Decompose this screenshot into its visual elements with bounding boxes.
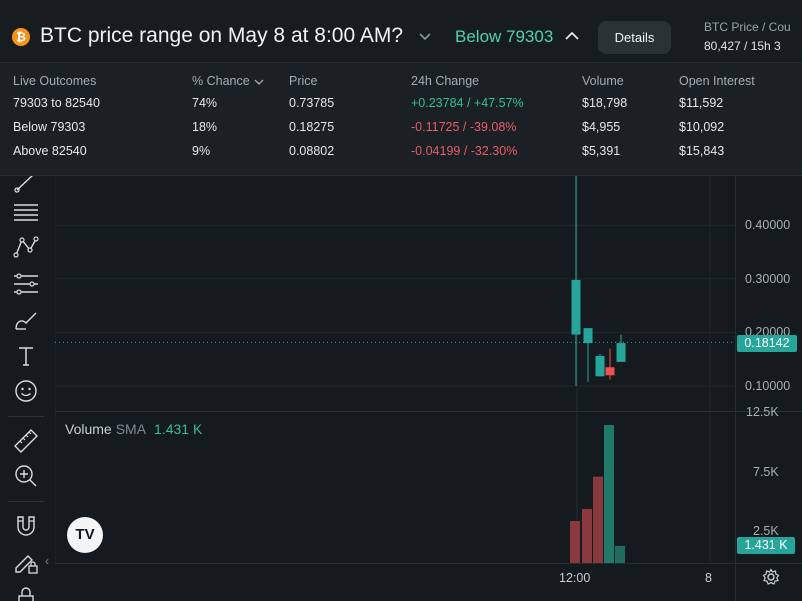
volume-legend-value: 1.431 K [154, 421, 203, 437]
outcome-name: 79303 to 82540 [13, 96, 100, 110]
outcome-chance: 18% [192, 120, 218, 134]
emoji-icon[interactable] [12, 377, 40, 405]
outcome-name: Above 82540 [13, 144, 87, 158]
details-button[interactable]: Details [598, 21, 671, 54]
volume-axis-label: 7.5K [753, 465, 779, 479]
btc-price-value: 80,427 / 15h 3 [704, 39, 781, 53]
volume-legend-indicator: SMA [115, 421, 147, 437]
volume-axis-label: 12.5K [746, 405, 779, 419]
time-axis-label: 8 [705, 571, 712, 585]
tradingview-logo[interactable]: TV [67, 517, 103, 553]
column-header-chance-label: % Chance [192, 74, 250, 88]
market-header: ₿ BTC price range on May 8 at 8:00 AM? B… [0, 0, 802, 70]
chart-canvas[interactable] [55, 176, 802, 601]
outcome-selector[interactable]: Below 79303 [455, 27, 554, 46]
column-header-price: Price [289, 74, 318, 88]
price-chart[interactable] [55, 176, 802, 601]
current-volume-tag: 1.431 K [737, 537, 795, 554]
magnet-icon[interactable] [12, 512, 40, 540]
volume-bar [570, 521, 580, 563]
collapse-toolbar-icon[interactable]: ‹ [45, 554, 49, 568]
candle-body [571, 279, 581, 335]
outcome-volume: $18,798 [582, 96, 628, 110]
candle-body [616, 343, 626, 362]
outcomes-table: Live Outcomes % Chance Price 24h Change … [0, 71, 802, 163]
volume-legend[interactable]: Volume SMA 1.431 K [65, 421, 202, 437]
bitcoin-icon: ₿ [12, 28, 30, 46]
volume-bar [615, 545, 625, 563]
outcome-open-interest: $10,092 [679, 120, 725, 134]
outcomes-dropdown-panel: Live Outcomes % Chance Price 24h Change … [0, 62, 802, 176]
time-axis-label: 12:00 [559, 571, 591, 585]
outcome-name: Below 79303 [13, 120, 86, 134]
column-header-chance[interactable]: % Chance [192, 71, 289, 91]
btc-price-label: BTC Price / Cou [704, 20, 791, 34]
column-header-open-interest: Open Interest [679, 74, 755, 88]
outcome-open-interest: $11,592 [679, 96, 724, 110]
table-row[interactable]: 79303 to 82540 74% 0.73785 +0.23784 / +4… [0, 91, 802, 115]
price-axis-label: 0.10000 [745, 379, 791, 393]
outcome-change: -0.04199 / -32.30% [411, 144, 518, 158]
outcome-open-interest: $15,843 [679, 144, 725, 158]
volume-bar [582, 509, 592, 563]
lock-icon[interactable] [12, 584, 40, 601]
volume-bar [604, 425, 614, 563]
outcome-price: 0.08802 [289, 144, 335, 158]
pattern-tool-icon[interactable] [12, 233, 40, 261]
price-axis-label: 0.30000 [745, 272, 791, 286]
gear-icon[interactable] [762, 568, 780, 586]
fib-tool-icon[interactable] [12, 270, 40, 298]
candle-body [595, 355, 605, 377]
horizontal-lines-icon[interactable] [12, 198, 40, 226]
outcome-chance: 74% [192, 96, 218, 110]
chevron-down-icon[interactable] [415, 26, 435, 46]
price-axis-label: 0.40000 [745, 218, 791, 232]
column-header-change: 24h Change [411, 74, 480, 88]
text-tool-icon[interactable] [12, 342, 40, 370]
column-header-volume: Volume [582, 74, 624, 88]
ruler-icon[interactable] [12, 427, 40, 455]
toolbar-divider [8, 416, 44, 417]
outcome-volume: $4,955 [582, 120, 621, 134]
zoom-in-icon[interactable] [12, 462, 40, 490]
sort-chevron-icon [254, 79, 264, 85]
current-price-tag: 0.18142 [737, 335, 797, 352]
candle-body [605, 367, 615, 376]
market-title[interactable]: BTC price range on May 8 at 8:00 AM? [40, 24, 404, 47]
candle-body [583, 328, 593, 344]
volume-axis-label: 2.5K [753, 524, 779, 538]
outcome-change: +0.23784 / +47.57% [411, 96, 524, 110]
volume-bar [593, 476, 603, 563]
table-row[interactable]: Below 79303 18% 0.18275 -0.11725 / -39.0… [0, 115, 802, 139]
table-header-row: Live Outcomes % Chance Price 24h Change … [0, 71, 802, 91]
outcome-chance: 9% [192, 144, 211, 158]
table-row[interactable]: Above 82540 9% 0.08802 -0.04199 / -32.30… [0, 139, 802, 163]
outcome-volume: $5,391 [582, 144, 621, 158]
brush-icon[interactable] [12, 307, 40, 335]
outcome-change: -0.11725 / -39.08% [411, 120, 517, 134]
chevron-up-icon[interactable] [563, 27, 581, 45]
outcome-price: 0.73785 [289, 96, 335, 110]
volume-legend-name: Volume [65, 421, 112, 437]
outcome-price: 0.18275 [289, 120, 335, 134]
lock-drawing-icon[interactable] [12, 548, 40, 576]
toolbar-divider [8, 501, 44, 502]
column-header-outcome: Live Outcomes [13, 74, 97, 88]
